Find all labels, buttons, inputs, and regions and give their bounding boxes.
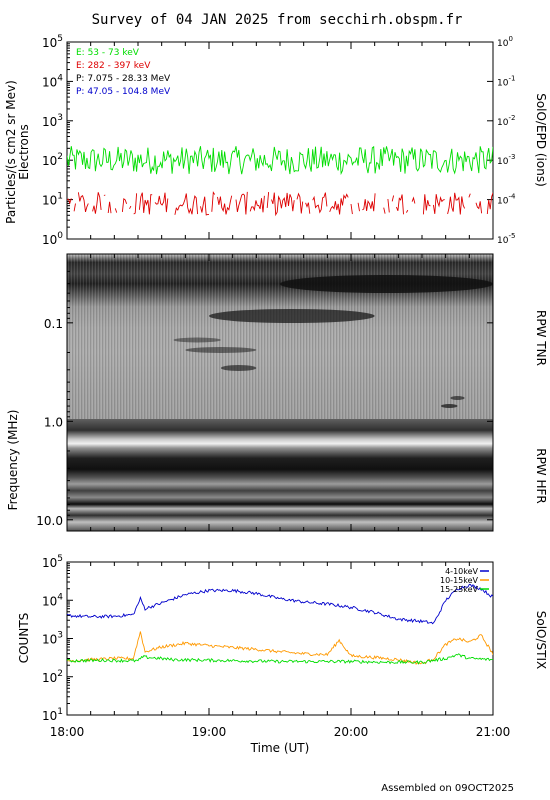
stix-plot-frame bbox=[66, 561, 494, 716]
epd-ytick-label: 103 bbox=[42, 113, 63, 129]
epd-legend-entry: P: 47.05 - 104.8 MeV bbox=[76, 87, 171, 97]
rpw-tnr-label: RPW TNR bbox=[534, 310, 548, 366]
radio-burst-feature bbox=[440, 404, 458, 408]
rpw-y-axis: 0.1 1.0 10.0 bbox=[36, 270, 493, 528]
x-axis-label: Time (UT) bbox=[250, 741, 310, 755]
rpw-ylabel: Frequency (MHz) bbox=[6, 410, 20, 511]
epd-y2tick-label: 10-5 bbox=[497, 232, 515, 246]
epd-ytick-label: 100 bbox=[42, 231, 63, 247]
epd-y2tick-label: 100 bbox=[497, 35, 513, 49]
chart-title: Survey of 04 JAN 2025 from secchirh.obsp… bbox=[92, 12, 463, 28]
epd-series-line bbox=[67, 145, 493, 176]
epd-legend-entry: E: 53 - 73 keV bbox=[76, 48, 140, 58]
x-tick-label: 21:00 bbox=[476, 725, 511, 739]
epd-ylabel: Particles/(s cm2 sr Mev) bbox=[4, 80, 18, 224]
epd-y2tick-label: 10-4 bbox=[497, 193, 516, 207]
tnr-burst-features bbox=[173, 275, 493, 408]
epd-ytick-label: 105 bbox=[42, 34, 63, 50]
rpw-ytick-label: 1.0 bbox=[44, 415, 63, 429]
stix-ytick-label: 104 bbox=[42, 592, 63, 608]
stix-series-line bbox=[67, 653, 493, 665]
epd-legend: E: 53 - 73 keV E: 282 - 397 keV P: 7.075 -… bbox=[76, 48, 171, 97]
epd-ytick-label: 104 bbox=[42, 73, 63, 89]
epd-ytick-label: 102 bbox=[42, 152, 63, 168]
stix-series-line bbox=[67, 583, 493, 625]
stix-ytick-label: 101 bbox=[42, 707, 63, 723]
epd-right-label: SolO/EPD (ions) bbox=[534, 93, 548, 187]
x-tick-label: 18:00 bbox=[50, 725, 85, 739]
radio-burst-feature bbox=[173, 337, 221, 343]
stix-legend-label: 10-15keV bbox=[440, 576, 479, 585]
x-tick-label: 20:00 bbox=[334, 725, 369, 739]
stix-ytick-label: 105 bbox=[42, 554, 63, 570]
epd-legend-entry: P: 7.075 - 28.33 MeV bbox=[76, 74, 171, 84]
x-tick-label: 19:00 bbox=[192, 725, 227, 739]
stix-y-axis: 101 102 103 104 105 bbox=[42, 554, 73, 723]
rpw-panel: 0.1 1.0 10.0 Frequency (MHz) RPW TNR RPW H… bbox=[6, 253, 548, 532]
stix-legend-label: 4-10keV bbox=[445, 567, 478, 576]
stix-series-line bbox=[67, 631, 493, 665]
stix-series-group bbox=[67, 583, 493, 665]
stix-ytick-label: 103 bbox=[42, 631, 63, 647]
epd-legend-entry: E: 282 - 397 keV bbox=[76, 61, 151, 71]
radio-burst-feature bbox=[185, 347, 257, 353]
epd-y-axis: 100 101 102 103 104 105 bbox=[42, 34, 73, 247]
epd-y2tick-label: 10-3 bbox=[497, 153, 515, 167]
stix-legend-label: 15-25keV bbox=[440, 585, 479, 594]
epd-ytick-label: 101 bbox=[42, 192, 63, 208]
epd-plot-frame bbox=[66, 41, 494, 240]
stix-ylabel: COUNTS bbox=[17, 613, 31, 664]
radio-burst-feature bbox=[209, 309, 375, 323]
epd-y2tick-label: 10-1 bbox=[497, 74, 515, 88]
radio-burst-feature bbox=[450, 396, 465, 400]
time-x-axis: 18:00 19:00 20:00 21:00 bbox=[50, 42, 511, 739]
hfr-spectrogram bbox=[67, 419, 493, 531]
epd-series-group bbox=[67, 145, 493, 217]
stix-ytick-label: 102 bbox=[42, 669, 63, 685]
rpw-ytick-label: 0.1 bbox=[44, 317, 63, 331]
rpw-ytick-label: 10.0 bbox=[36, 514, 63, 528]
radio-burst-feature bbox=[280, 275, 493, 293]
epd-ylabel2: Electrons bbox=[17, 124, 31, 179]
epd-y2tick-label: 10-2 bbox=[497, 114, 515, 128]
stix-right-label: SolO/STIX bbox=[534, 611, 548, 670]
radio-burst-feature bbox=[220, 365, 257, 371]
assembled-footer: Assembled on 09OCT2025 bbox=[381, 783, 514, 794]
epd-series-line bbox=[67, 191, 493, 217]
epd-y2-axis: 10-5 10-4 10-3 10-2 10-1 100 bbox=[487, 35, 516, 246]
rpw-hfr-label: RPW HFR bbox=[534, 448, 548, 504]
